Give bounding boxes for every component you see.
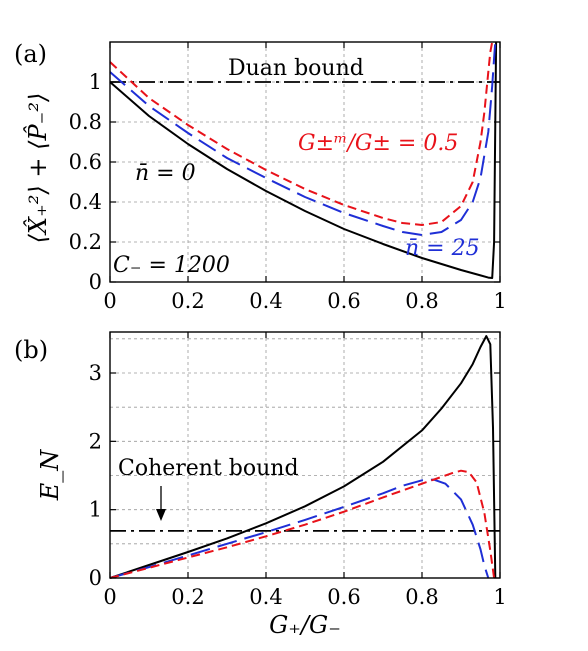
x-tick-label-5: 1 — [493, 289, 506, 313]
x-tick-label-4: 0.8 — [405, 289, 438, 313]
panel-b: 0 0.2 0.4 0.6 0.8 1 0 1 2 3 (b) Coherent bound E_… — [14, 332, 507, 639]
series-b-2 — [110, 471, 494, 578]
coherent-bound-label: Coherent bound — [118, 456, 299, 481]
ratio-annotation: G±ᵐ/G± = 0.5 — [298, 131, 458, 156]
y-tick-label-1: 0.2 — [69, 230, 102, 254]
y-tick-label-3: 0.6 — [69, 150, 102, 174]
panel-label-a: (a) — [14, 40, 47, 68]
y-tick-label-0: 0 — [89, 270, 102, 294]
x-tick-label-4: 0.8 — [405, 585, 438, 609]
grid-b — [110, 332, 500, 578]
x-tick-label-0: 0 — [103, 289, 116, 313]
panel-label-b: (b) — [14, 336, 48, 364]
panel-a: 0 0.2 0.4 0.6 0.8 1 0 0.2 0.4 0.6 0.8 1 (a) Duan bo… — [14, 40, 507, 313]
y-tick-label-5: 1 — [89, 70, 102, 94]
y-tick-label-2: 2 — [89, 429, 102, 453]
x-tick-label-3: 0.6 — [327, 585, 360, 609]
x-tick-label-1: 0.2 — [171, 585, 204, 609]
x-tick-label-5: 1 — [493, 585, 506, 609]
x-tick-label-3: 0.6 — [327, 289, 360, 313]
x-tick-label-0: 0 — [103, 585, 116, 609]
plot-frame-b — [110, 332, 500, 578]
nbar0-annotation: n̄ = 0 — [135, 161, 196, 186]
y-tick-label-0: 0 — [89, 566, 102, 590]
x-tick-label-2: 0.4 — [249, 289, 282, 313]
x-tick-label-1: 0.2 — [171, 289, 204, 313]
y-axis-title-a: ⟨X̂₊²⟩ + ⟨P̂₋²⟩ — [24, 93, 52, 244]
y-tick-label-3: 3 — [89, 361, 102, 385]
y-tick-label-2: 0.4 — [69, 190, 102, 214]
nbar25-annotation: n̄ = 25 — [405, 236, 480, 261]
x-axis-title: G₊/G₋ — [269, 611, 341, 639]
cminus-annotation: C₋ = 1200 — [113, 253, 230, 278]
duan-bound-label: Duan bound — [228, 56, 364, 81]
x-tick-label-2: 0.4 — [249, 585, 282, 609]
y-tick-label-1: 1 — [89, 498, 102, 522]
y-tick-label-4: 0.8 — [69, 110, 102, 134]
y-axis-title-b: E_N — [36, 449, 64, 502]
coherent-bound-arrow — [156, 486, 166, 521]
